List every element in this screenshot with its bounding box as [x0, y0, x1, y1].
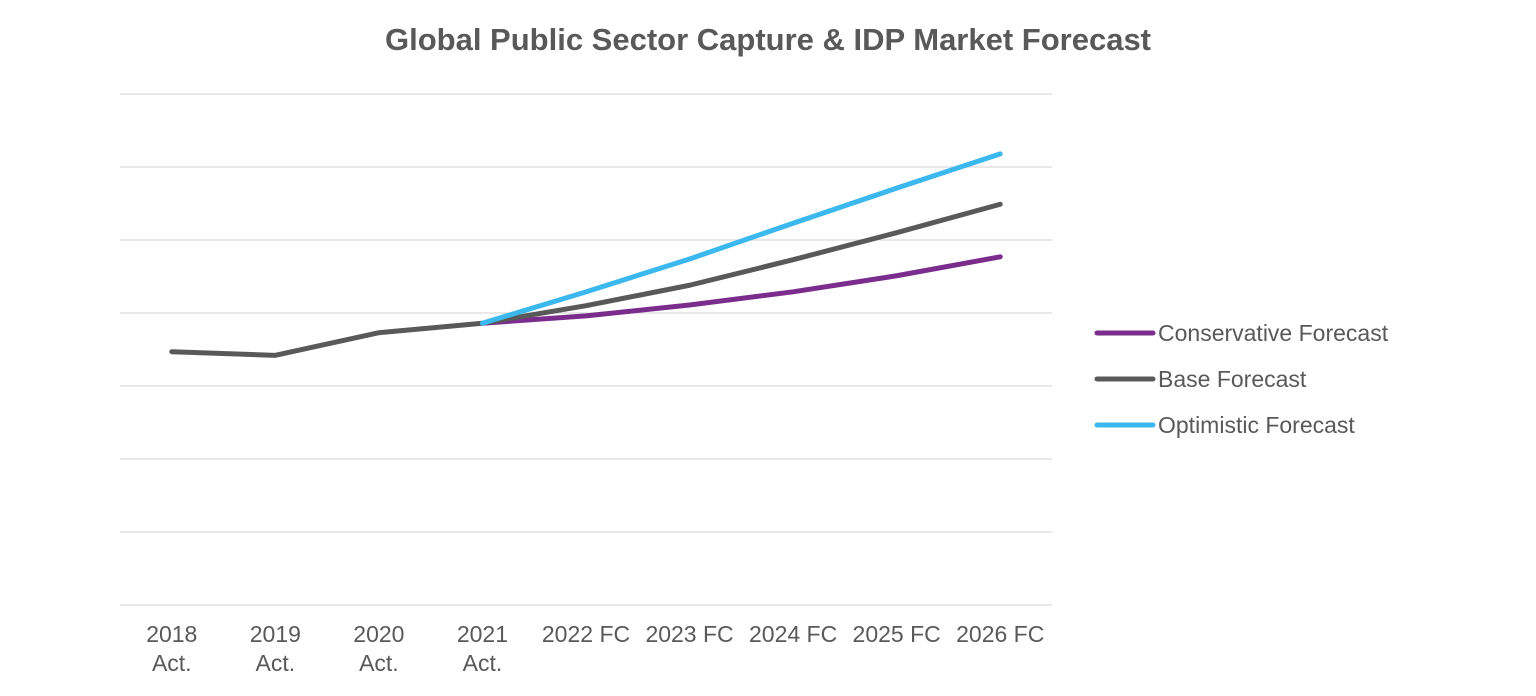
legend: Conservative Forecast Base Forecast Optimi… [1094, 320, 1389, 438]
legend-label: Base Forecast [1158, 366, 1307, 392]
series-lines [169, 151, 1003, 358]
legend-item: Conservative Forecast [1094, 320, 1389, 346]
gridlines [120, 93, 1052, 606]
x-tick-label: 2023 FC [645, 621, 733, 647]
legend-label: Optimistic Forecast [1158, 412, 1355, 438]
x-tick-label: 2026 FC [956, 621, 1044, 647]
legend-item: Base Forecast [1094, 366, 1307, 392]
x-tick-label: 2021 Act. [457, 621, 508, 676]
series-line-optimistic-forecast [479, 151, 1003, 326]
x-tick-labels: 2018 Act. 2019 Act. 2020 Act. 2021 Act. 2022 FC 2… [146, 621, 1044, 676]
series-line-base-forecast [169, 201, 1003, 358]
series-line-conservative-forecast [479, 254, 1003, 326]
chart-title: Global Public Sector Capture & IDP Marke… [385, 22, 1151, 57]
legend-item: Optimistic Forecast [1094, 412, 1355, 438]
x-tick-label: 2018 Act. [146, 621, 197, 676]
x-tick-label: 2019 Act. [250, 621, 301, 676]
x-tick-label: 2020 Act. [353, 621, 404, 676]
x-tick-label: 2022 FC [542, 621, 630, 647]
x-tick-label: 2025 FC [853, 621, 941, 647]
x-tick-label: 2024 FC [749, 621, 837, 647]
legend-label: Conservative Forecast [1158, 320, 1389, 346]
